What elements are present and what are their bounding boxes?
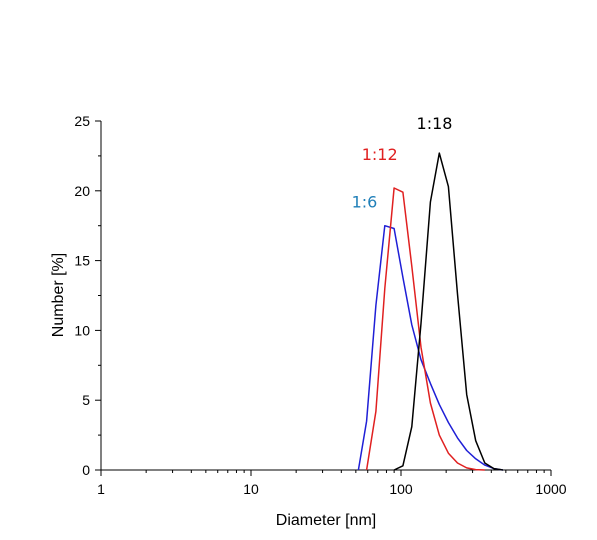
axes	[100, 121, 551, 471]
x-tick-label: 1	[97, 481, 105, 497]
series-line-1-18	[393, 152, 504, 471]
y-tick-labels: 0 5 10 15 20 25	[74, 113, 90, 478]
y-tick-label: 5	[82, 392, 90, 408]
series-line-1-6	[357, 224, 504, 471]
series-label: 1:12	[362, 145, 398, 164]
series-lines	[357, 152, 504, 471]
x-tick-label: 100	[389, 481, 413, 497]
y-tick-label: 20	[74, 183, 90, 199]
series-line-1-12	[365, 187, 485, 471]
x-ticks	[100, 470, 552, 476]
series-label: 1:6	[352, 193, 378, 212]
series-labels: 1:6 1:12 1:18	[352, 114, 453, 212]
series-label: 1:18	[417, 114, 453, 133]
x-tick-label: 10	[243, 481, 259, 497]
x-tick-label: 1000	[535, 481, 566, 497]
y-tick-label: 10	[74, 322, 90, 338]
y-tick-label: 25	[74, 113, 90, 129]
y-tick-label: 15	[74, 253, 90, 269]
x-tick-labels: 1 10 100 1000	[97, 481, 567, 497]
y-axis-title: Number [%]	[50, 253, 67, 337]
y-ticks	[95, 120, 101, 471]
y-tick-label: 0	[82, 462, 90, 478]
x-axis-title: Diameter [nm]	[276, 512, 376, 529]
